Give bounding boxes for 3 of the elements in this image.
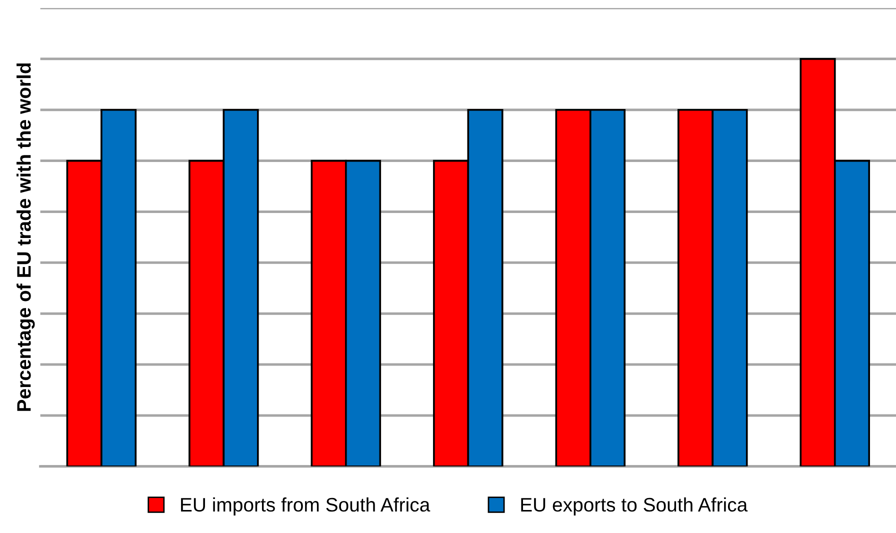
y-axis-title: Percentage of EU trade with the world xyxy=(16,63,35,411)
legend-label: EU imports from South Africa xyxy=(181,497,430,516)
legend-label: EU exports to South Africa xyxy=(521,497,748,516)
